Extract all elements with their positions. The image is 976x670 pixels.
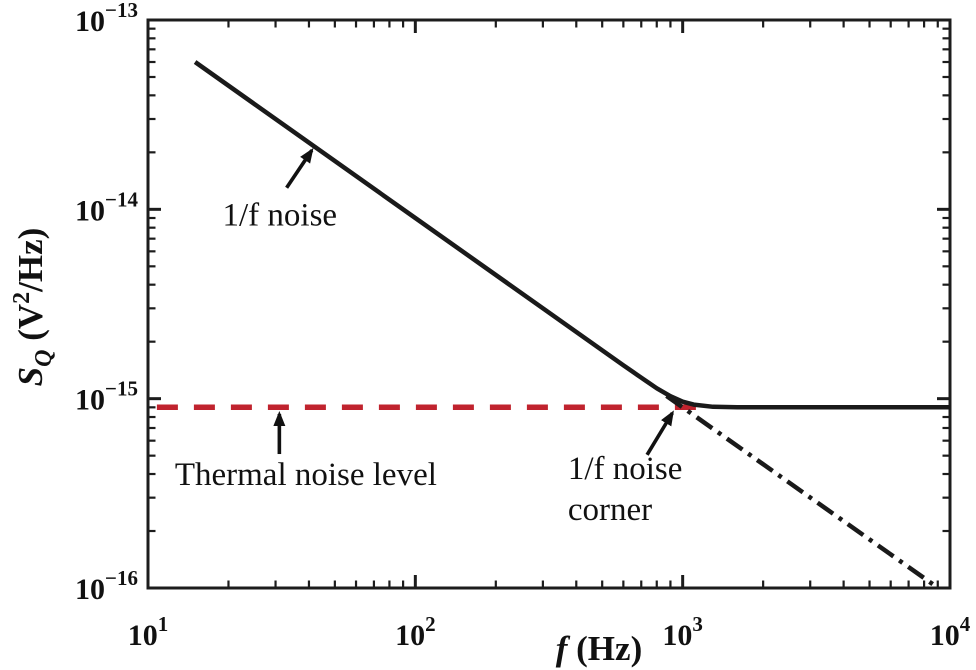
annotation-text-one-over-f-noise-0: 1/f noise: [223, 197, 338, 233]
x-tick-label-2: 102: [395, 612, 436, 652]
annotation-one-over-f-corner: 1/f noise corner: [568, 410, 683, 528]
annotation-thermal-noise-level: Thermal noise level: [175, 410, 437, 493]
annotation-text-thermal-noise-level-0: Thermal noise level: [175, 457, 437, 493]
plot-border: [146, 18, 952, 590]
y-tick-label-−13: 10−13: [75, 0, 138, 38]
y-axis-label: SQ (V2/Hz): [9, 228, 57, 387]
y-tick-label-−16: 10−16: [75, 566, 138, 606]
annotation-arrow-one-over-f-noise: [285, 147, 314, 189]
annotation-one-over-f-noise: 1/f noise: [223, 147, 338, 233]
axis-ticks: [146, 18, 952, 590]
x-tick-label-4: 104: [930, 612, 971, 652]
y-tick-label-−14: 10−14: [75, 187, 138, 227]
y-tick-label-−15: 10−15: [75, 377, 138, 417]
x-axis-label: f (Hz): [556, 629, 642, 668]
x-tick-label-3: 103: [662, 612, 703, 652]
annotation-text-one-over-f-corner-0: 1/f noise: [568, 451, 683, 487]
annotation-arrow-one-over-f-corner: [645, 410, 674, 456]
series-total-noise: [193, 60, 950, 410]
x-tick-label-1: 101: [128, 612, 169, 652]
annotation-text-one-over-f-corner-1: corner: [568, 492, 652, 528]
series-one-over-f-extrapolation: [665, 394, 940, 590]
